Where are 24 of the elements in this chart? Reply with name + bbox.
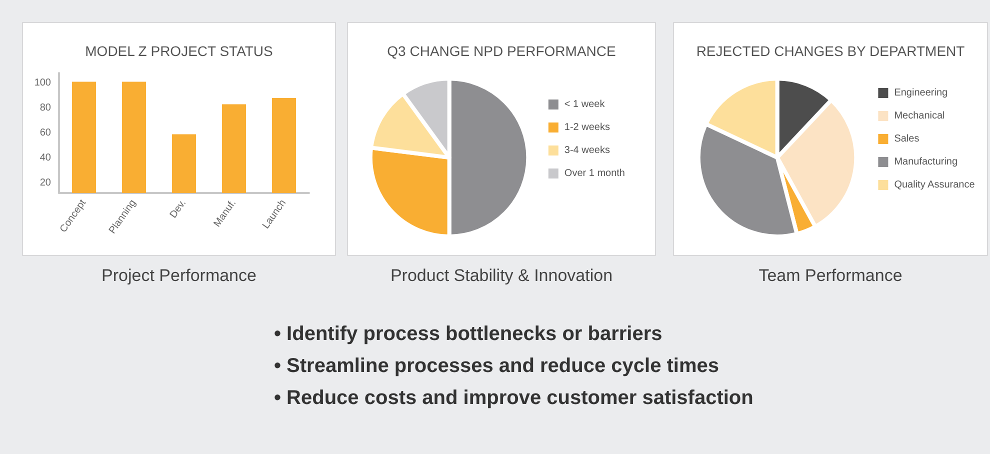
y-tick-label: 80 <box>40 102 52 114</box>
legend-label: < 1 week <box>564 99 606 110</box>
text: Product Stability & Innovation <box>389 266 614 286</box>
chart-title: Q3 CHANGE NPD PERFORMANCE <box>387 43 616 59</box>
text: • Streamline processes and reduce cycle times <box>274 354 720 379</box>
text: • Identify process bottlenecks or barriers <box>274 322 664 347</box>
text: Team Performance <box>758 266 904 286</box>
legend-label: Sales <box>894 134 920 144</box>
y-tick-label: 60 <box>40 128 52 138</box>
chart-title: REJECTED CHANGES BY DEPARTMENT <box>696 43 966 59</box>
text: • Reduce costs and improve customer satisfaction <box>274 386 754 411</box>
x-tick-label: Dev. <box>168 198 189 220</box>
text: Project Performance <box>100 266 258 286</box>
legend-label: 3-4 weeks <box>564 145 610 156</box>
chart-title: MODEL Z PROJECT STATUS <box>85 43 273 59</box>
y-tick-label: 100 <box>34 78 52 88</box>
legend-label: Engineering <box>894 88 948 98</box>
legend-label: Mechanical <box>894 110 945 122</box>
legend-label: Quality Assurance <box>894 180 976 190</box>
legend-label: Manufacturing <box>894 156 958 168</box>
legend-label: Over 1 month <box>564 168 626 179</box>
y-tick-label: 20 <box>40 178 52 188</box>
y-tick-label: 40 <box>40 152 52 164</box>
legend-label: 1-2 weeks <box>564 122 610 133</box>
